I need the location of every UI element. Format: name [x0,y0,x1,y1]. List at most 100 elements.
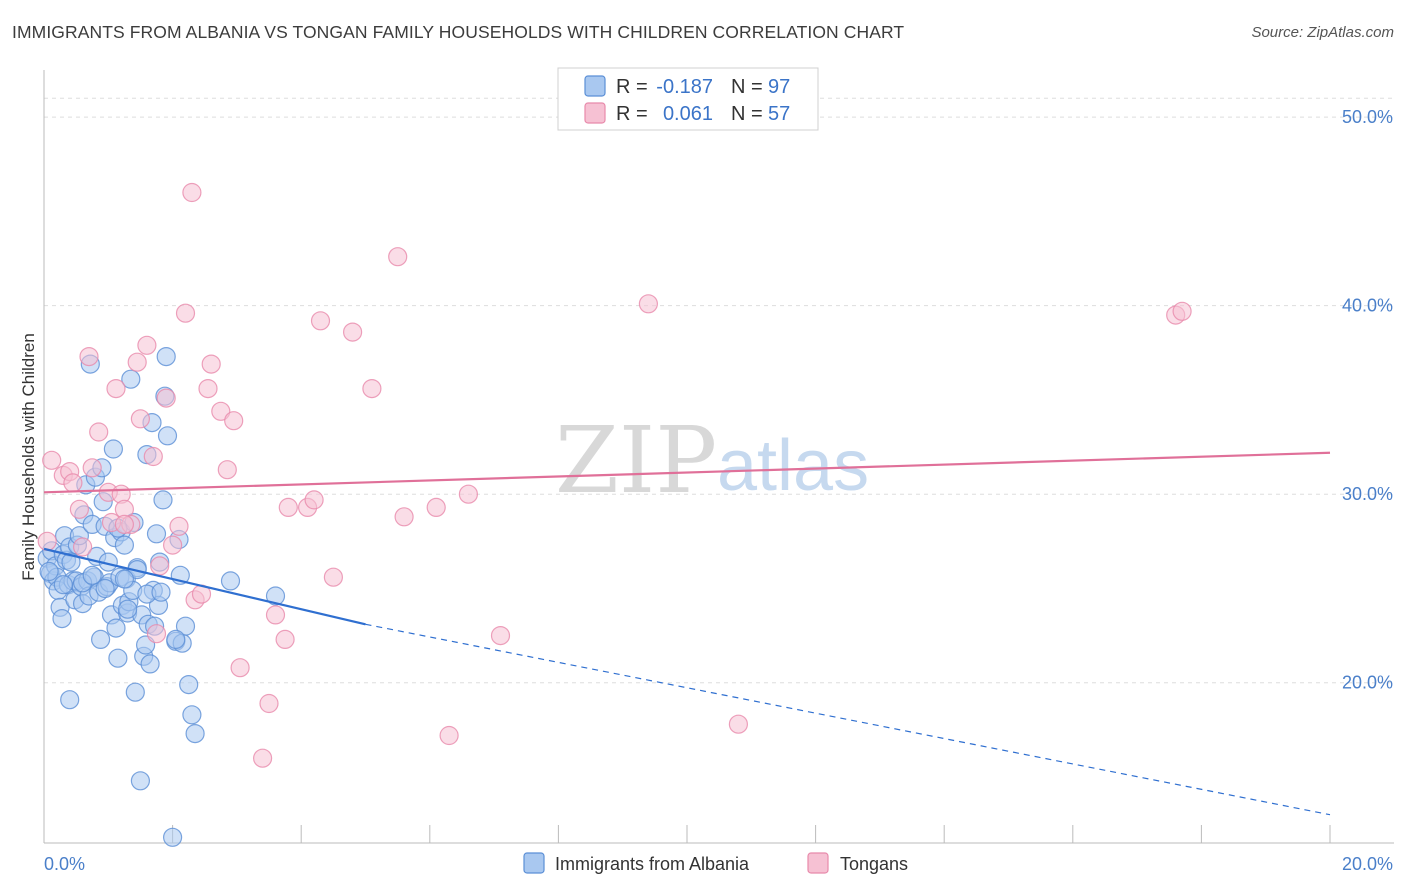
point-tongan-30 [201,354,221,374]
point-tongan-23 [163,535,183,555]
legend-n-value-tongan: 57 [768,103,790,125]
point-tongan-38 [275,629,295,650]
y-axis-label: Family Households with Children [19,333,38,581]
point-albania-80 [182,705,202,725]
point-albania-85 [60,690,80,710]
point-tongan-24 [169,516,189,536]
y-tick-label-3: 50.0% [1342,107,1393,127]
trend-line-tongan [43,451,1331,494]
point-tongan-26 [182,182,202,203]
point-albania-79 [179,674,199,695]
point-tongan-22 [156,388,176,408]
x-tick-label-1: 20.0% [1342,854,1393,874]
point-tongan-37 [265,605,286,625]
y-tick-label-0: 20.0% [1342,673,1393,693]
series-legend-label-albania: Immigrants from Albania [555,854,750,874]
y-tick-label-1: 30.0% [1342,484,1393,504]
point-albania-73 [163,827,183,847]
point-albania-84 [39,561,59,582]
point-albania-56 [130,771,150,791]
series-tongan-points [37,182,1192,768]
point-tongan-35 [253,748,273,768]
point-albania-94 [166,629,186,650]
point-tongan-16 [127,352,147,372]
point-tongan-0 [37,531,57,551]
legend-n-label-albania: N = [731,76,763,98]
point-albania-83 [265,586,286,606]
legend-r-value-albania: -0.187 [656,76,713,98]
point-tongan-17 [130,409,150,429]
point-albania-72 [157,426,178,446]
point-tongan-5 [69,499,90,519]
point-albania-93 [151,582,171,602]
source-credit: Source: ZipAtlas.com [1251,24,1394,41]
point-albania-32 [90,629,111,650]
point-tongan-50 [458,484,478,504]
watermark: ZIP atlas [555,407,869,514]
point-tongan-32 [217,460,237,480]
point-albania-43 [108,648,128,668]
point-tongan-48 [426,497,446,517]
point-tongan-36 [259,693,279,714]
point-albania-88 [95,578,115,599]
point-tongan-55 [1172,301,1192,321]
point-albania-96 [53,575,73,595]
point-tongan-29 [198,379,218,399]
stats-legend: R = -0.187 N = 97 R = 0.061 N = 57 [557,67,819,131]
point-albania-87 [82,565,102,585]
x-tick-labels: 0.0% 20.0% [44,854,1393,874]
x-tick-label-0: 0.0% [44,854,85,874]
point-albania-14 [61,552,81,572]
point-albania-95 [114,569,135,589]
point-tongan-41 [304,490,324,510]
series-legend-swatch-albania [523,852,545,874]
watermark-zip: ZIP [555,407,717,514]
point-tongan-39 [278,497,298,517]
point-tongan-21 [150,556,170,576]
series-legend-swatch-tongan [807,852,829,874]
point-albania-8 [52,608,72,629]
point-tongan-34 [230,658,250,678]
point-albania-62 [140,654,160,674]
trend-lines [43,451,1331,816]
legend-r-label-tongan: R = [616,103,648,125]
point-tongan-51 [490,625,511,646]
point-tongan-9 [89,422,109,442]
point-tongan-49 [439,725,459,746]
point-albania-47 [114,535,135,555]
point-tongan-4 [63,473,83,493]
legend-n-value-albania: 97 [768,76,790,98]
point-tongan-19 [143,446,163,467]
point-tongan-12 [106,379,126,399]
y-tick-label-2: 40.0% [1342,296,1393,316]
point-tongan-1 [42,450,62,470]
point-tongan-7 [79,347,99,367]
point-albania-78 [175,616,196,636]
point-albania-42 [106,618,126,638]
y-tick-labels: 20.0% 30.0% 40.0% 50.0% [1342,107,1393,693]
point-albania-81 [185,723,205,744]
point-tongan-8 [82,458,102,478]
legend-r-label-albania: R = [616,76,648,98]
watermark-atlas: atlas [717,426,869,506]
point-albania-90 [117,599,138,619]
point-tongan-6 [72,537,93,557]
point-tongan-20 [146,624,167,644]
legend-swatch-albania [584,75,606,97]
point-albania-54 [125,682,145,702]
point-tongan-42 [310,311,331,331]
series-legend: Immigrants from Albania Tongans [523,852,908,874]
point-tongan-33 [224,411,244,431]
point-tongan-56 [114,514,135,535]
point-tongan-46 [388,247,408,267]
point-tongan-18 [137,335,157,355]
point-tongan-47 [394,507,414,527]
point-albania-82 [220,571,241,591]
point-albania-40 [103,439,124,459]
point-albania-71 [156,347,176,367]
point-tongan-53 [728,714,749,734]
point-tongan-25 [175,303,196,323]
legend-n-label-tongan: N = [731,103,763,125]
series-legend-label-tongan: Tongans [840,854,908,874]
